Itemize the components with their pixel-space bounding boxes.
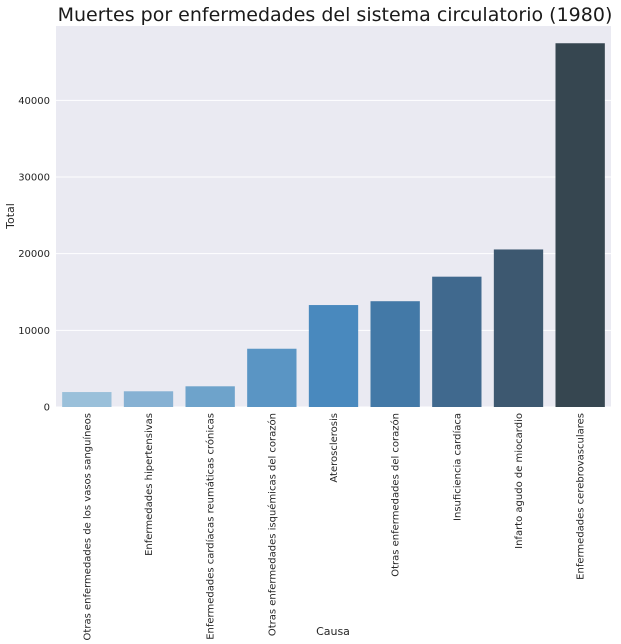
bar xyxy=(308,305,359,407)
bar xyxy=(370,301,420,407)
bar xyxy=(62,392,112,407)
x-tick-label: Otras enfermedades de los vasos sanguíne… xyxy=(81,413,93,640)
x-tick-label: Aterosclerosis xyxy=(329,413,340,483)
x-tick-label: Enfermedades cardíacas reumáticas crónic… xyxy=(205,413,217,640)
y-axis-label: Total xyxy=(4,203,17,230)
y-tick-label: 40000 xyxy=(18,96,50,107)
y-tick-label: 30000 xyxy=(18,173,50,184)
chart-title: Muertes por enfermedades del sistema cir… xyxy=(58,4,613,26)
bar xyxy=(432,276,482,407)
x-tick-label: Otras enfermedades del corazón xyxy=(390,413,402,577)
y-tick-label: 10000 xyxy=(18,326,50,337)
x-tick-label: Insuficiencia cardíaca xyxy=(451,413,463,521)
x-tick-label: Otras enfermedades isquémicas del corazó… xyxy=(266,413,278,636)
x-tick-label: Enfermedades cerebrovasculares xyxy=(576,413,587,580)
bar xyxy=(185,386,235,407)
bars xyxy=(62,43,605,408)
x-axis-label: Causa xyxy=(316,625,350,638)
bar xyxy=(555,43,605,408)
y-tick-label: 20000 xyxy=(18,249,50,260)
y-tick-labels: 0 10000 20000 30000 40000 xyxy=(18,96,50,414)
bar xyxy=(123,391,174,407)
x-tick-label: Enfermedades hipertensivas xyxy=(144,413,155,556)
y-tick-label: 0 xyxy=(44,403,50,414)
bar xyxy=(247,348,297,407)
x-tick-labels: Otras enfermedades de los vasos sanguíne… xyxy=(81,413,586,640)
x-tick-label: Infarto agudo de miocardio xyxy=(514,413,525,549)
bar xyxy=(493,249,544,407)
